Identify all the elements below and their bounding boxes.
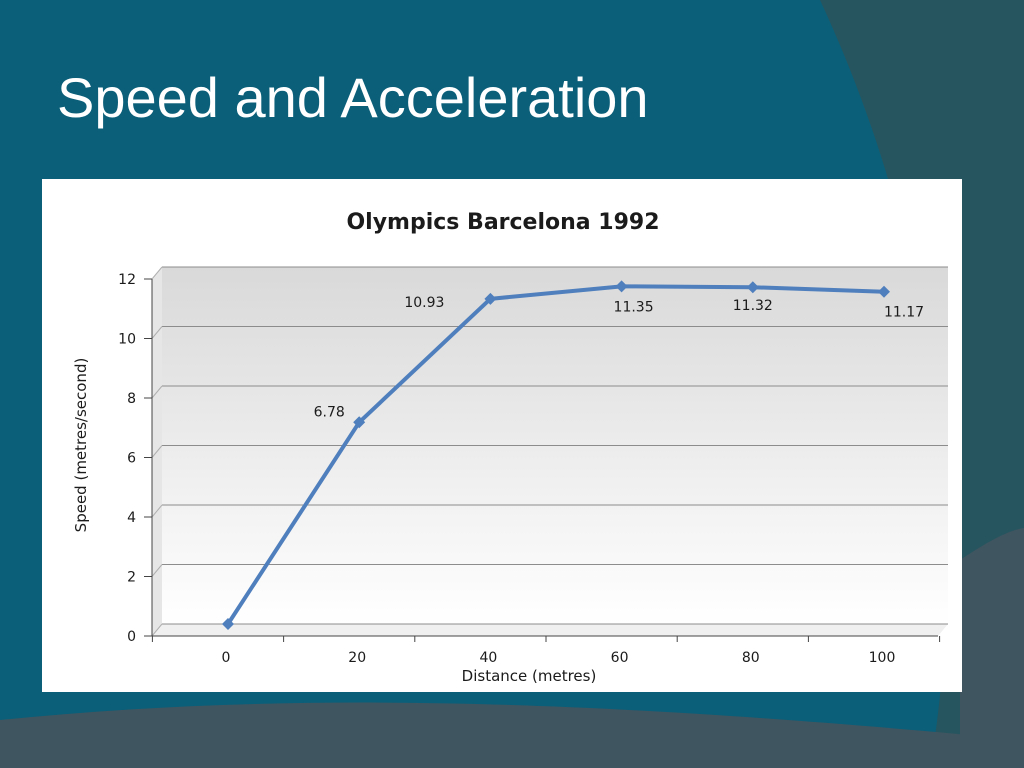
data-point-marker bbox=[746, 281, 759, 294]
y-tick-label: 8 bbox=[127, 391, 136, 407]
data-point-marker bbox=[878, 285, 890, 298]
x-tick-label: 60 bbox=[611, 650, 629, 666]
x-tick-label: 100 bbox=[869, 650, 896, 666]
gridline-y-depth bbox=[151, 504, 163, 518]
chart-title: Olympics Barcelona 1992 bbox=[346, 210, 659, 235]
background-corner-shape bbox=[960, 528, 1024, 768]
plot-floor bbox=[152, 624, 948, 636]
data-label: 6.78 bbox=[314, 404, 345, 420]
data-label: 10.93 bbox=[404, 295, 444, 311]
y-tick-label: 2 bbox=[127, 570, 136, 586]
background-bottom-band bbox=[0, 702, 1024, 768]
gridline-y-depth bbox=[151, 623, 163, 637]
x-axis-title: Distance (metres) bbox=[462, 667, 597, 685]
data-point-marker bbox=[353, 416, 366, 429]
gridline-y-depth bbox=[151, 326, 163, 339]
data-point-marker bbox=[484, 292, 497, 305]
y-tick-label: 4 bbox=[127, 510, 136, 526]
plot-area: 0 2 4 6 8 10 12 0 20 40 60 80 100 6.78 10.93 11.35 11.32… bbox=[118, 266, 948, 666]
slide-title: Speed and Acceleration bbox=[57, 66, 649, 129]
data-point-marker bbox=[615, 280, 628, 293]
y-tick-label: 6 bbox=[127, 451, 136, 467]
y-tick-label: 10 bbox=[118, 332, 136, 348]
gridline-y-depth bbox=[151, 385, 163, 399]
data-label: 11.32 bbox=[733, 298, 773, 314]
x-tick-label: 0 bbox=[222, 650, 231, 666]
chart-panel: Olympics Barcelona 1992 Speed (metres/se… bbox=[42, 179, 962, 692]
series-line bbox=[226, 284, 886, 626]
line-chart: Olympics Barcelona 1992 Speed (metres/se… bbox=[72, 210, 948, 685]
y-axis-title: Speed (metres/second) bbox=[72, 358, 90, 533]
data-label: 11.17 bbox=[884, 305, 924, 321]
y-tick-label: 0 bbox=[127, 629, 136, 645]
x-tick-label: 20 bbox=[348, 650, 366, 666]
data-label: 11.35 bbox=[614, 299, 654, 315]
data-point-marker bbox=[222, 618, 234, 630]
gridline-y-depth bbox=[151, 564, 163, 577]
y-tick-label: 12 bbox=[118, 272, 136, 288]
x-tick-label: 40 bbox=[479, 650, 497, 666]
gridline-y-depth bbox=[151, 445, 163, 458]
gridline-y-depth bbox=[151, 266, 163, 280]
x-tick-label: 80 bbox=[742, 650, 760, 666]
